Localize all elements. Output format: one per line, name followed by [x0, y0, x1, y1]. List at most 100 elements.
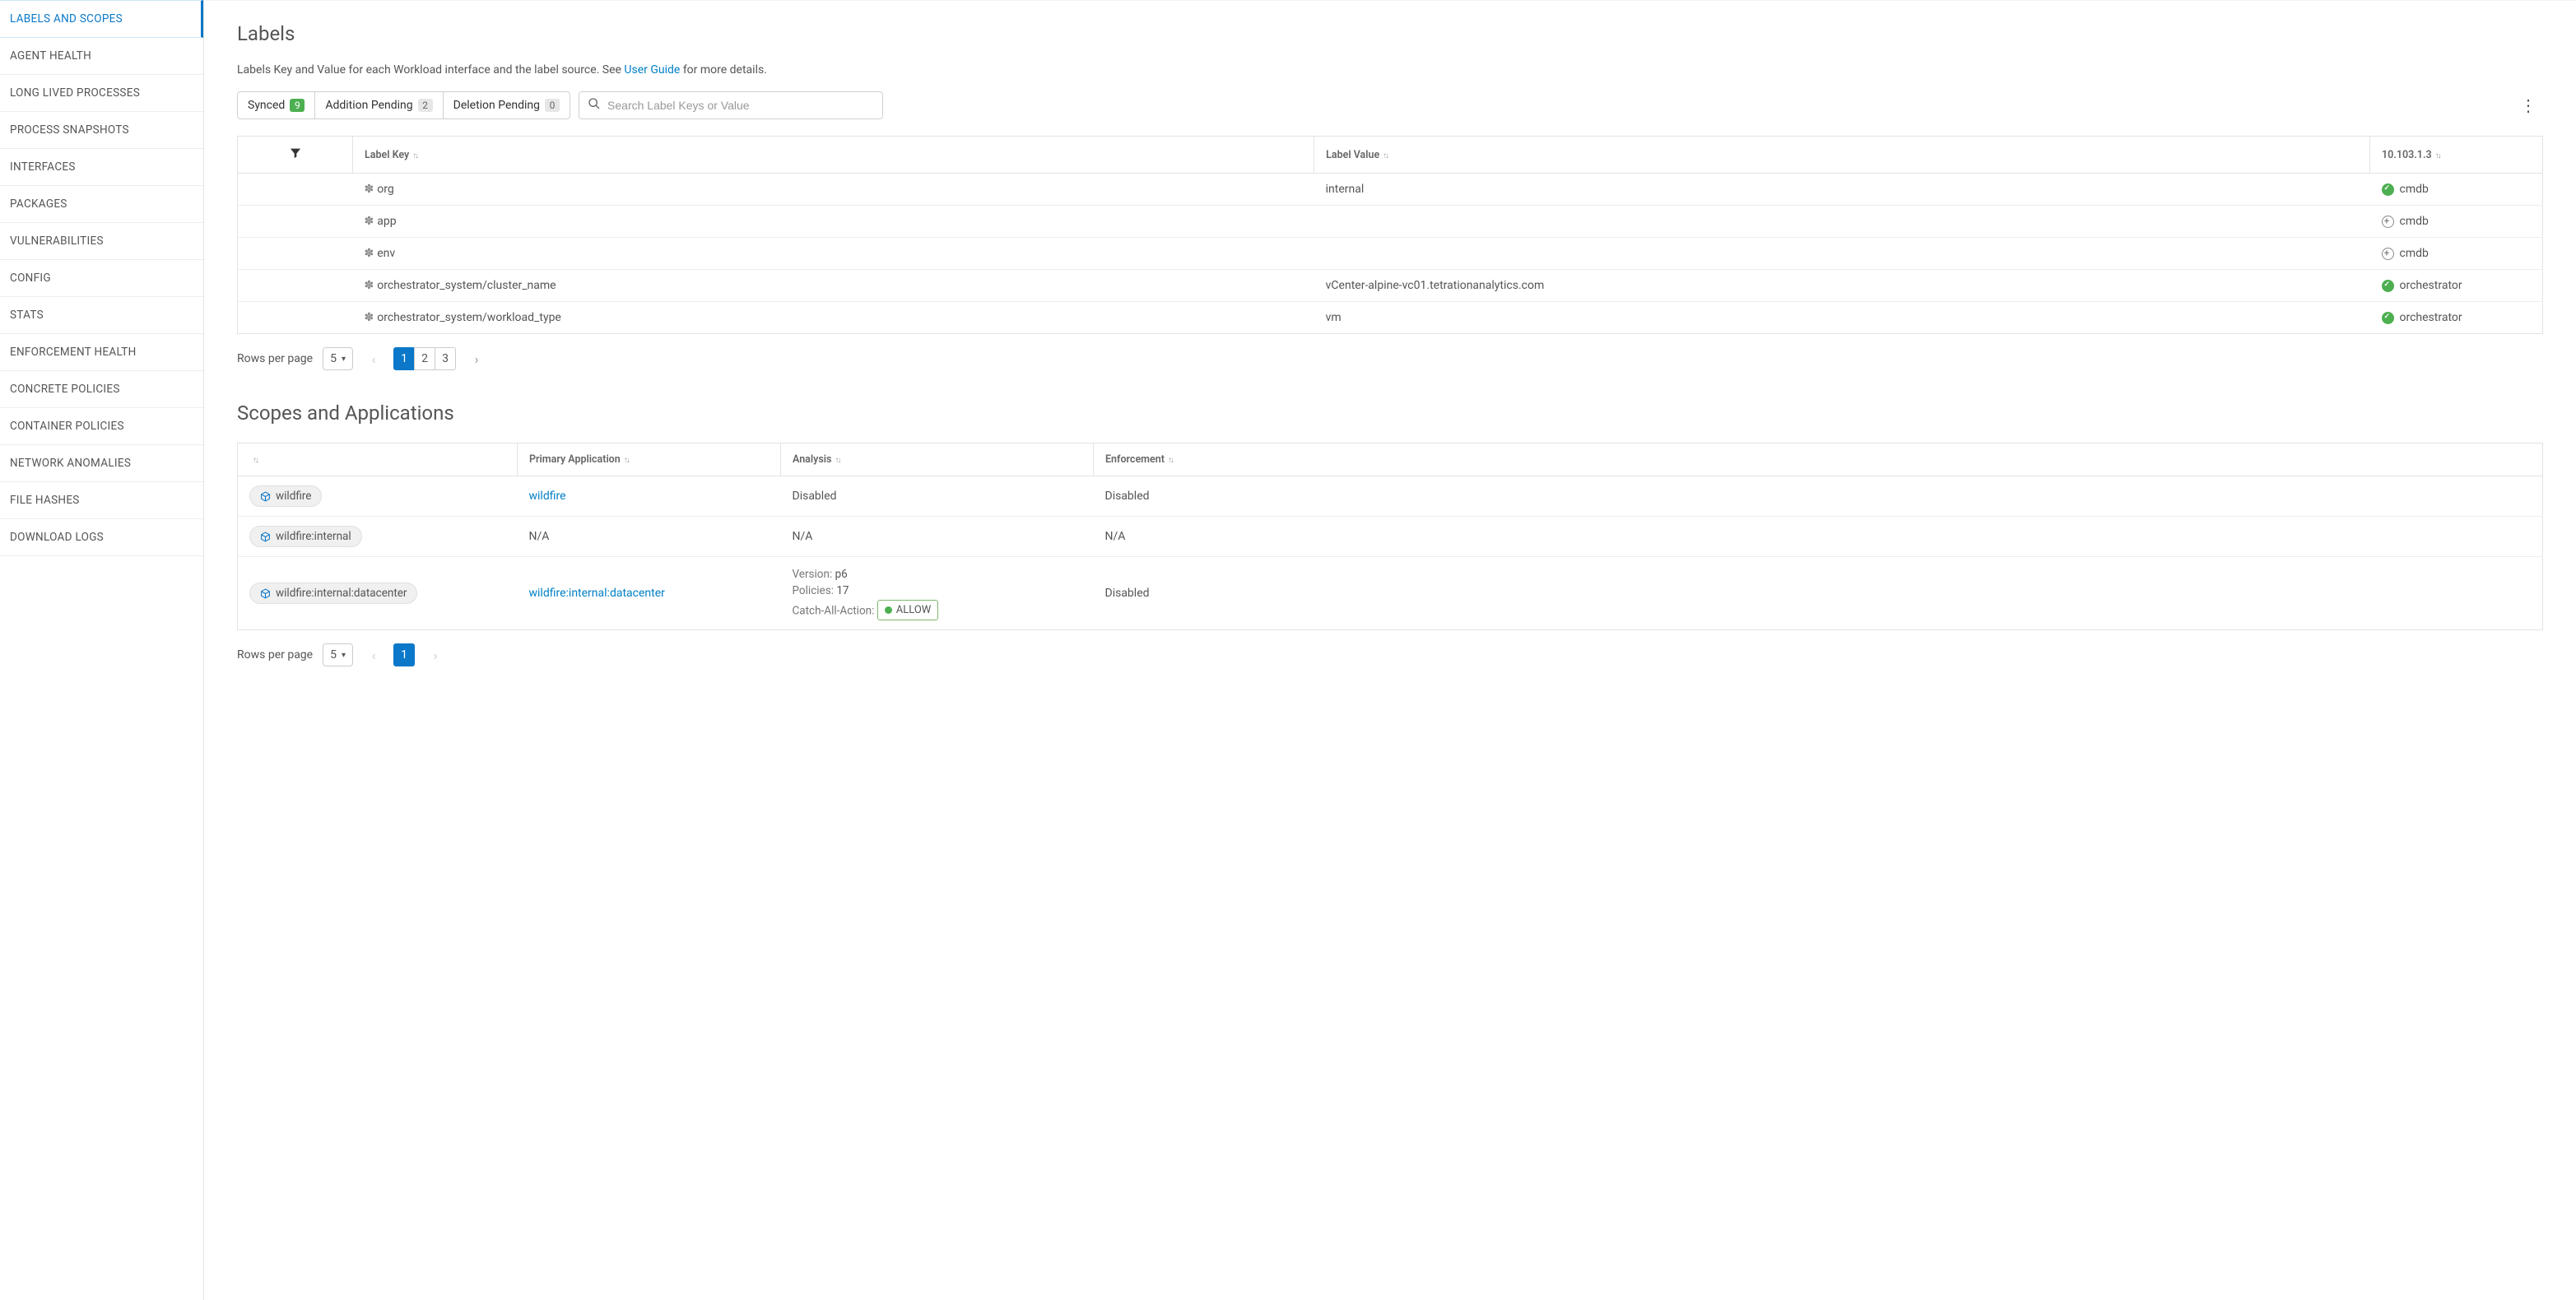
scope-chip[interactable]: wildfire [249, 485, 322, 507]
status-pending-icon [2382, 216, 2394, 228]
dot-green-icon [885, 606, 892, 614]
sort-icon: ↑↓ [412, 151, 417, 160]
page-buttons: 1 [394, 643, 415, 666]
page-next-button[interactable]: › [466, 347, 487, 370]
page-1-button[interactable]: 1 [393, 347, 415, 370]
sort-icon: ↑↓ [1168, 456, 1173, 465]
analysis-policies: Policies: 17 [793, 583, 1082, 599]
tab-synced[interactable]: Synced 9 [238, 92, 315, 118]
sidebar: LABELS AND SCOPES AGENT HEALTH LONG LIVE… [0, 0, 204, 1300]
scopes-pager: Rows per page 5 ▾ ‹ 1 › [237, 643, 2543, 666]
scope-chip[interactable]: wildfire:internal [249, 526, 362, 547]
addition-count-badge: 2 [418, 99, 433, 112]
sort-icon: ↑↓ [253, 456, 258, 465]
enforcement-column-header[interactable]: Enforcement↑↓ [1094, 443, 2543, 476]
deletion-count-badge: 0 [545, 99, 560, 112]
labels-title: Labels [237, 22, 2543, 45]
rows-per-page-select[interactable]: 5 ▾ [323, 643, 353, 666]
page-prev-button[interactable]: ‹ [363, 643, 384, 666]
sort-icon: ↑↓ [1383, 151, 1388, 160]
sidebar-item-long-lived-processes[interactable]: LONG LIVED PROCESSES [0, 75, 203, 112]
page-3-button[interactable]: 3 [435, 347, 456, 370]
sidebar-item-config[interactable]: CONFIG [0, 260, 203, 297]
sort-icon: ↑↓ [624, 456, 629, 465]
label-key-column-header[interactable]: Label Key↑↓ [353, 137, 1314, 174]
filter-icon [289, 146, 302, 160]
page-1-button[interactable]: 1 [393, 643, 415, 666]
table-row: ✽orchestrator_system/cluster_name vCente… [238, 270, 2543, 302]
sort-icon: ↑↓ [2435, 151, 2440, 160]
status-pending-icon [2382, 248, 2394, 260]
table-row: ✽app cmdb [238, 206, 2543, 238]
search-input[interactable] [607, 99, 874, 112]
sidebar-item-vulnerabilities[interactable]: VULNERABILITIES [0, 223, 203, 260]
snowflake-icon: ✽ [365, 183, 374, 196]
snowflake-icon: ✽ [365, 247, 374, 260]
sidebar-item-labels-and-scopes[interactable]: LABELS AND SCOPES [0, 0, 203, 38]
rows-per-page-label: Rows per page [237, 352, 313, 365]
allow-badge: ALLOW [877, 600, 939, 621]
analysis-column-header[interactable]: Analysis↑↓ [781, 443, 1094, 476]
main-content: Labels Labels Key and Value for each Wor… [204, 0, 2576, 1300]
chevron-down-icon: ▾ [342, 651, 346, 660]
sidebar-item-concrete-policies[interactable]: CONCRETE POLICIES [0, 371, 203, 408]
ip-column-header[interactable]: 10.103.1.3↑↓ [2370, 137, 2543, 174]
status-synced-icon [2382, 280, 2394, 292]
label-value-column-header[interactable]: Label Value↑↓ [1314, 137, 2370, 174]
primary-app-link[interactable]: wildfire [529, 490, 566, 503]
sort-icon: ↑↓ [835, 456, 839, 465]
sidebar-item-enforcement-health[interactable]: ENFORCEMENT HEALTH [0, 334, 203, 371]
table-row: ✽org internal cmdb [238, 174, 2543, 206]
page-next-button[interactable]: › [425, 643, 446, 666]
page-prev-button[interactable]: ‹ [363, 347, 384, 370]
more-menu-icon[interactable]: ⋮ [2513, 92, 2543, 118]
tab-addition-pending[interactable]: Addition Pending 2 [315, 92, 443, 118]
sidebar-item-stats[interactable]: STATS [0, 297, 203, 334]
sidebar-item-packages[interactable]: PACKAGES [0, 186, 203, 223]
scopes-title: Scopes and Applications [237, 402, 2543, 425]
page-buttons: 1 2 3 [394, 347, 456, 370]
cube-icon [260, 532, 271, 542]
table-row: wildfire:internal:datacenter wildfire:in… [238, 557, 2543, 630]
cube-icon [260, 588, 271, 599]
analysis-catch-all: Catch-All-Action: ALLOW [793, 600, 1082, 621]
cube-icon [260, 491, 271, 502]
labels-description: Labels Key and Value for each Workload i… [237, 63, 2543, 77]
page-2-button[interactable]: 2 [414, 347, 435, 370]
rows-per-page-label: Rows per page [237, 648, 313, 662]
sidebar-item-process-snapshots[interactable]: PROCESS SNAPSHOTS [0, 112, 203, 149]
snowflake-icon: ✽ [365, 215, 374, 228]
snowflake-icon: ✽ [365, 279, 374, 292]
labels-controls: Synced 9 Addition Pending 2 Deletion Pen… [237, 91, 2543, 119]
labels-pager: Rows per page 5 ▾ ‹ 1 2 3 › [237, 347, 2543, 370]
table-row: ✽orchestrator_system/workload_type vm or… [238, 302, 2543, 334]
search-icon [588, 97, 601, 114]
sidebar-item-network-anomalies[interactable]: NETWORK ANOMALIES [0, 445, 203, 482]
scopes-table: ↑↓ Primary Application↑↓ Analysis↑↓ Enfo… [237, 443, 2543, 630]
labels-table: Label Key↑↓ Label Value↑↓ 10.103.1.3↑↓ ✽… [237, 136, 2543, 334]
sidebar-item-interfaces[interactable]: INTERFACES [0, 149, 203, 186]
sidebar-item-download-logs[interactable]: DOWNLOAD LOGS [0, 519, 203, 556]
status-synced-icon [2382, 312, 2394, 324]
sync-filter-group: Synced 9 Addition Pending 2 Deletion Pen… [237, 91, 570, 119]
primary-app-column-header[interactable]: Primary Application↑↓ [518, 443, 781, 476]
table-row: ✽env cmdb [238, 238, 2543, 270]
primary-app-link[interactable]: wildfire:internal:datacenter [529, 587, 665, 600]
search-container [579, 91, 883, 119]
user-guide-link[interactable]: User Guide [624, 63, 680, 77]
snowflake-icon: ✽ [365, 311, 374, 324]
table-row: wildfire wildfire Disabled Disabled [238, 476, 2543, 517]
rows-per-page-select[interactable]: 5 ▾ [323, 347, 353, 370]
sidebar-item-file-hashes[interactable]: FILE HASHES [0, 482, 203, 519]
status-synced-icon [2382, 183, 2394, 196]
table-row: wildfire:internal N/A N/A N/A [238, 517, 2543, 557]
filter-column-header[interactable] [238, 137, 353, 174]
sidebar-item-agent-health[interactable]: AGENT HEALTH [0, 38, 203, 75]
chevron-down-icon: ▾ [342, 355, 346, 364]
scope-chip[interactable]: wildfire:internal:datacenter [249, 583, 417, 604]
sidebar-item-container-policies[interactable]: CONTAINER POLICIES [0, 408, 203, 445]
analysis-version: Version: p6 [793, 566, 1082, 583]
tab-deletion-pending[interactable]: Deletion Pending 0 [444, 92, 570, 118]
synced-count-badge: 9 [290, 99, 305, 112]
scope-column-header[interactable]: ↑↓ [238, 443, 518, 476]
